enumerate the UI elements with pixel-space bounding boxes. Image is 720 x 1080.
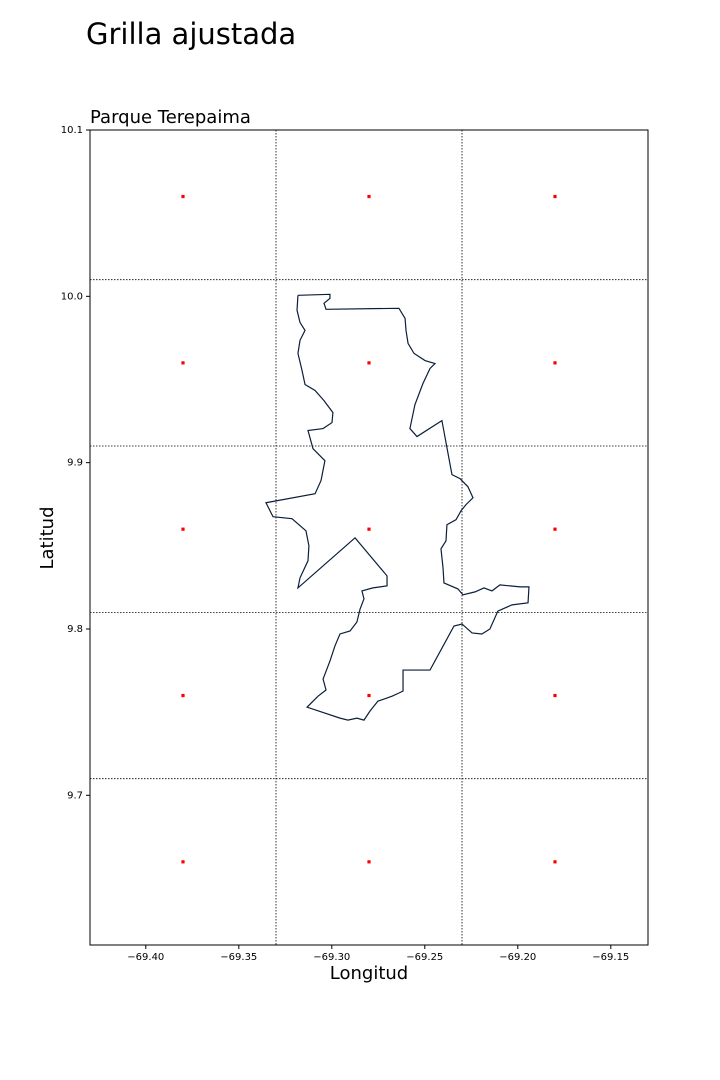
- y-tick-label: 10.1: [61, 125, 83, 136]
- grid-point: [367, 693, 371, 698]
- grid-point: [553, 693, 557, 698]
- grid-point: [553, 860, 557, 864]
- y-tick-label: 10.0: [61, 291, 83, 302]
- grid-point: [181, 527, 185, 531]
- x-tick-label: −69.30: [313, 952, 350, 963]
- x-tick-label: −69.20: [499, 952, 536, 963]
- x-tick-label: −69.40: [127, 952, 164, 963]
- y-tick-label: 9.7: [67, 790, 83, 801]
- grid-point: [367, 194, 371, 199]
- y-axis-label: Latitud: [37, 506, 58, 569]
- grid-point: [181, 361, 185, 365]
- grid-point: [553, 194, 557, 199]
- park-outline: [265, 293, 530, 721]
- grid-point: [367, 527, 371, 531]
- chart-subtitle: Parque Terepaima: [90, 107, 251, 128]
- y-tick-label: 9.8: [67, 624, 83, 635]
- grid-point: [553, 527, 557, 531]
- chart-title: Grilla ajustada: [86, 17, 296, 51]
- x-axis-label: Longitud: [330, 963, 408, 984]
- grid-point: [367, 860, 371, 864]
- grid-point: [181, 860, 185, 864]
- x-tick-label: −69.25: [406, 952, 443, 963]
- grid-point: [181, 194, 185, 199]
- x-tick-label: −69.35: [220, 952, 257, 963]
- plot-frame: [89, 129, 649, 946]
- grid-point: [181, 693, 185, 698]
- x-tick-label: −69.15: [592, 952, 629, 963]
- grid-point: [553, 361, 557, 365]
- y-tick-label: 9.9: [67, 458, 83, 469]
- grid-point: [367, 361, 371, 365]
